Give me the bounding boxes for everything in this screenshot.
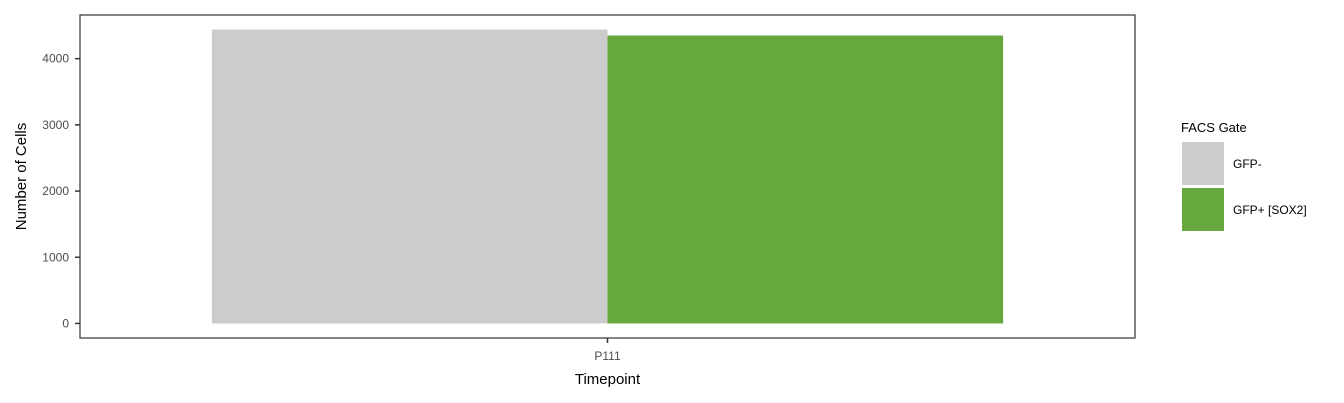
bar-gfp [211,29,608,324]
x-tick-label: P111 [594,349,621,363]
y-tick-label: 2000 [42,184,69,198]
legend-label: GFP+ [SOX2] [1233,203,1307,217]
plot-area [211,29,1004,324]
y-tick-label: 1000 [42,250,69,264]
y-tick-label: 3000 [42,118,69,132]
x-axis: P111 [594,338,621,363]
y-tick-label: 4000 [42,52,69,66]
legend: FACS Gate GFP- GFP+ [SOX2] [1181,120,1307,231]
bar-gfp-sox2 [607,35,1004,324]
x-axis-title: Timepoint [575,371,641,388]
y-axis-title: Number of Cells [13,123,30,231]
y-axis: 0 1000 2000 3000 4000 [42,52,80,330]
legend-title: FACS Gate [1181,120,1247,135]
legend-key [1182,188,1224,231]
y-tick-label: 0 [62,316,69,330]
legend-label: GFP- [1233,157,1262,171]
legend-key [1182,142,1224,185]
